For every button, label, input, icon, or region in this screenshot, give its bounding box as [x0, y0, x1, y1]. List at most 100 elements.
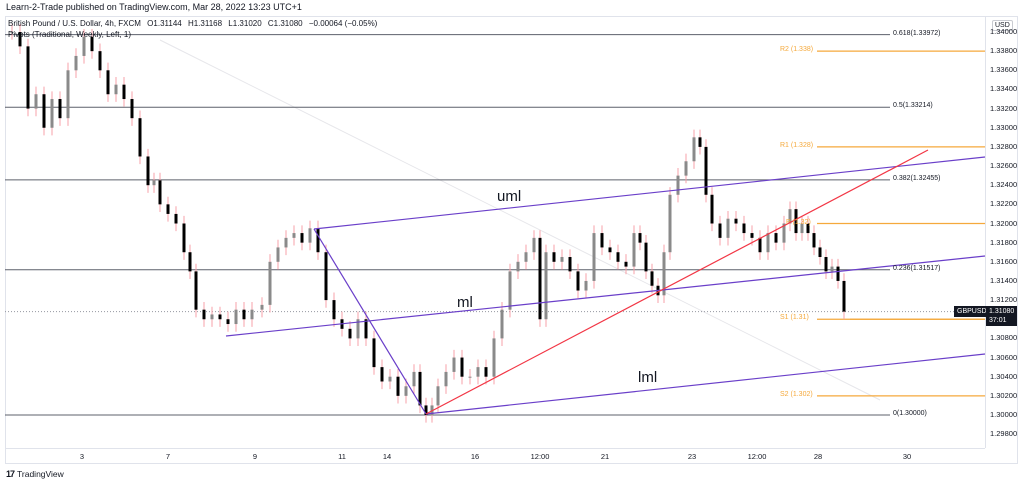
candle-body	[726, 218, 730, 238]
candle-body	[684, 161, 688, 176]
candle-body	[202, 309, 206, 320]
candle-body	[268, 261, 272, 305]
candle-body	[308, 228, 312, 243]
candle-body	[584, 280, 588, 291]
pitchfork-upper-line[interactable]	[313, 156, 986, 230]
uptrend-line[interactable]	[425, 149, 929, 415]
candle-body	[818, 247, 822, 258]
price-tick: 1.32600	[990, 161, 1018, 171]
time-label: 3	[79, 452, 85, 461]
time-axis[interactable]	[5, 448, 985, 465]
candle-body	[260, 304, 264, 310]
candle-body	[18, 32, 22, 47]
candle-body	[42, 94, 46, 128]
candle-body	[324, 252, 328, 301]
fib-level-label: 0.5(1.33214)	[893, 102, 933, 110]
candle-body	[436, 386, 440, 406]
candle-body	[842, 280, 846, 312]
candle-body	[234, 309, 238, 325]
price-tick: 1.32000	[990, 218, 1018, 228]
candle-body	[380, 367, 384, 382]
candle-body	[412, 371, 416, 387]
publish-info: Learn-2-Trade published on TradingView.c…	[6, 2, 302, 12]
candle-body	[668, 194, 672, 253]
candle-body	[66, 70, 70, 119]
candle-body	[10, 32, 14, 33]
candle-body	[58, 99, 62, 119]
last-price: 1.31080	[989, 307, 1015, 315]
candle-body	[538, 237, 542, 320]
candle-body	[404, 386, 408, 396]
candle-body	[348, 328, 352, 339]
candle-body	[158, 180, 162, 205]
price-scale[interactable]	[985, 16, 1019, 448]
candle-body	[332, 300, 336, 320]
pivot-label: R2 (1.338)	[780, 46, 814, 54]
candle-body	[82, 36, 86, 56]
candle-body	[592, 233, 596, 281]
price-tick: 1.30600	[990, 352, 1018, 362]
candle-body	[766, 233, 770, 253]
price-tick: 1.34000	[990, 27, 1018, 36]
time-label: 9	[252, 452, 258, 461]
candle-body	[182, 223, 186, 253]
candle-body	[276, 247, 280, 262]
pivot-label: S2 (1.302)	[780, 390, 813, 398]
price-tick: 1.33000	[990, 122, 1018, 132]
candle-body	[750, 233, 754, 238]
chart-frame	[5, 16, 1018, 464]
time-label: 28	[813, 452, 823, 461]
candle-body	[704, 146, 708, 195]
candle-body	[122, 84, 126, 100]
candle-body	[146, 156, 150, 186]
candle-body	[774, 233, 778, 243]
candle-body	[676, 175, 680, 195]
candle-body	[356, 319, 360, 339]
symbol-description[interactable]: British Pound / U.S. Dollar, 4h, FXCM	[8, 19, 141, 28]
candle-body	[632, 233, 636, 267]
candle-body	[74, 55, 78, 71]
indicator-legend[interactable]: Pivots (Traditional, Weekly, Left, 1)	[8, 30, 132, 39]
candle-body	[226, 319, 230, 325]
candle-body	[624, 261, 628, 267]
ohlc-high: H1.31168	[187, 19, 223, 28]
candle-body	[106, 70, 110, 95]
candle-body	[194, 271, 198, 310]
time-label: 23	[687, 452, 697, 461]
price-tick: 1.29800	[990, 429, 1018, 439]
candle-body	[692, 137, 696, 162]
symbol-price-tag: GBPUSD	[954, 305, 990, 317]
pitchfork-lower-line[interactable]	[425, 353, 986, 415]
candle-body	[650, 271, 654, 286]
pitchfork-upper-label: uml	[497, 188, 522, 205]
pitchfork-median-label: ml	[457, 294, 473, 311]
price-tick: 1.30400	[990, 371, 1018, 381]
candle-body	[524, 252, 528, 262]
candle-body	[300, 233, 304, 243]
candle-body	[508, 271, 512, 310]
candle-body	[130, 99, 134, 119]
time-label: 12:00	[530, 452, 550, 461]
tradingview-logo[interactable]: 17 TradingView	[6, 469, 64, 479]
candle-body	[372, 338, 376, 368]
candle-body	[718, 223, 722, 238]
candle-body	[544, 252, 548, 320]
candle-body	[218, 314, 222, 320]
candle-body	[806, 223, 810, 234]
price-tick: 1.30200	[990, 390, 1018, 400]
candle-body	[600, 233, 604, 248]
candle-body	[114, 84, 118, 95]
last-price-tag: 1.31080 37:01	[986, 305, 1017, 326]
candle-body	[476, 367, 480, 377]
pitchfork-handle-line[interactable]	[313, 228, 427, 415]
pitchfork-median-line[interactable]	[225, 255, 986, 337]
time-label: 14	[382, 452, 392, 461]
candle-body	[552, 252, 556, 262]
currency-label[interactable]: USD	[992, 20, 1013, 31]
time-label: 16	[470, 452, 480, 461]
candle-body	[250, 309, 254, 320]
candle-body	[444, 371, 448, 387]
tradingview-logo-icon: 17	[6, 469, 15, 479]
ohlc-low: L1.31020	[228, 19, 262, 28]
